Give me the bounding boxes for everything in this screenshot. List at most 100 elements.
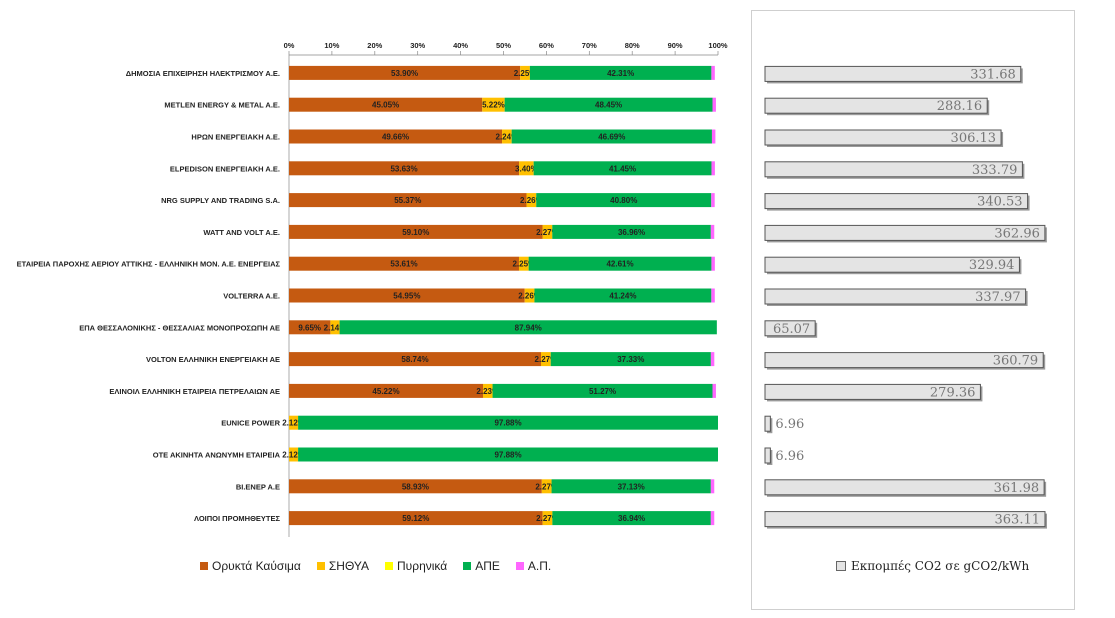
legend-item-ap: Α.Π. bbox=[515, 559, 552, 573]
co2-panel: 331.68 288.16 306.13 333.79 340.53 362.96 329.… bbox=[751, 10, 1075, 610]
data-label: 53.61% bbox=[390, 260, 417, 269]
bar-segment bbox=[540, 352, 551, 367]
co2-bar bbox=[764, 97, 988, 114]
co2-bar bbox=[764, 479, 1045, 496]
bar-segment bbox=[710, 224, 715, 239]
bar-segment bbox=[289, 97, 483, 112]
data-label: 45.05% bbox=[372, 101, 399, 110]
bar-segment bbox=[289, 288, 525, 303]
bar-segment bbox=[289, 129, 503, 144]
data-label: 58.93% bbox=[402, 482, 429, 491]
data-label: 2.26% bbox=[518, 292, 541, 301]
data-label: 87.94% bbox=[515, 323, 542, 332]
bar-segment bbox=[289, 320, 331, 335]
bar-segment bbox=[520, 65, 530, 80]
data-label: 37.33% bbox=[617, 355, 644, 364]
data-label: 42.61% bbox=[606, 260, 633, 269]
legend-swatch bbox=[836, 561, 846, 571]
bar-segment bbox=[289, 161, 520, 176]
legend-label: Ορυκτά Καύσιμα bbox=[212, 559, 301, 573]
data-label: 48.45% bbox=[595, 101, 622, 110]
data-label: 2.25% bbox=[514, 69, 537, 78]
co2-value-label: 279.36 bbox=[930, 385, 976, 400]
bar-segment bbox=[533, 161, 712, 176]
bar-segment bbox=[289, 224, 543, 239]
bar-segment bbox=[289, 352, 541, 367]
x-tick-label: 30% bbox=[410, 41, 425, 50]
co2-value-label: 6.96 bbox=[775, 417, 804, 432]
category-label: ΟΤΕ ΑΚΙΝΗΤΑ ΑΝΩΝΥΜΗ ΕΤΑΙΡΕΙΑ bbox=[153, 451, 281, 460]
category-label: BI.ENEP A.E bbox=[236, 482, 280, 491]
bar-segment bbox=[529, 65, 712, 80]
legend-item-fossil: Ορυκτά Καύσιμα bbox=[200, 559, 301, 573]
bar-segment bbox=[712, 383, 716, 398]
data-label: 2.12% bbox=[282, 451, 305, 460]
bar-segment bbox=[711, 193, 715, 208]
data-label: 9.65% bbox=[298, 323, 321, 332]
bar-segment bbox=[504, 97, 713, 112]
co2-value-label: 306.13 bbox=[951, 131, 997, 146]
co2-legend: Εκπομπές CO2 σε gCO2/kWh bbox=[836, 559, 1029, 573]
category-label: ELPEDISON ΕΝΕΡΓΕΙΑΚΗ Α.Ε. bbox=[170, 164, 280, 173]
co2-value-label: 340.53 bbox=[977, 195, 1023, 210]
x-tick-label: 0% bbox=[284, 41, 295, 50]
bar-segment bbox=[339, 320, 717, 335]
co2-bar bbox=[764, 352, 1044, 369]
data-label: 2.25% bbox=[512, 260, 535, 269]
bar-segment bbox=[536, 193, 712, 208]
data-label: 51.27% bbox=[589, 387, 616, 396]
co2-value-label: 329.94 bbox=[969, 258, 1015, 273]
x-tick-label: 10% bbox=[324, 41, 339, 50]
legend-label: Εκπομπές CO2 σε gCO2/kWh bbox=[851, 559, 1030, 573]
data-label: 53.63% bbox=[390, 164, 417, 173]
bar-segment bbox=[330, 320, 340, 335]
bar-segment bbox=[289, 447, 299, 462]
co2-value-label: 360.79 bbox=[993, 354, 1038, 369]
category-label: ΛΟΙΠΟΙ ΠΡΟΜΗΘΕΥΤΕΣ bbox=[194, 514, 280, 523]
bar-segment bbox=[711, 256, 715, 271]
data-label: 41.24% bbox=[609, 292, 636, 301]
data-label: 46.69% bbox=[598, 133, 625, 142]
co2-bar bbox=[764, 288, 1027, 305]
bar-segment bbox=[289, 511, 543, 526]
co2-value-label: 65.07 bbox=[773, 322, 810, 337]
co2-value-label: 362.96 bbox=[994, 226, 1039, 241]
data-label: 2.24% bbox=[496, 133, 519, 142]
data-label: 36.94% bbox=[618, 514, 645, 523]
co2-bar bbox=[764, 383, 981, 400]
bar-segment bbox=[552, 511, 711, 526]
bar-segment bbox=[482, 97, 505, 112]
bar-segment bbox=[551, 479, 711, 494]
legend-label: Α.Π. bbox=[527, 559, 552, 573]
legend-swatch bbox=[316, 562, 325, 570]
x-tick-label: 90% bbox=[668, 41, 683, 50]
bar-segment bbox=[482, 383, 493, 398]
category-label: NRG SUPPLY AND TRADING S.A. bbox=[161, 196, 280, 205]
bar-segment bbox=[518, 256, 529, 271]
co2-bar bbox=[764, 447, 771, 464]
legend: Ορυκτά Καύσιμα ΣΗΘΥΑ Πυρηνικά ΑΠΕ Α.Π. bbox=[200, 559, 551, 573]
data-label: 41.45% bbox=[609, 164, 636, 173]
legend-swatch bbox=[463, 562, 472, 570]
category-label: WATT AND VOLT A.E. bbox=[203, 228, 280, 237]
legend-label: ΣΗΘΥΑ bbox=[328, 559, 370, 573]
category-label: EUNICE POWER bbox=[221, 419, 280, 428]
bar-segment bbox=[289, 65, 521, 80]
data-label: 2.27% bbox=[535, 482, 558, 491]
bar-segment bbox=[712, 97, 716, 112]
legend-swatch bbox=[515, 562, 524, 570]
co2-bar bbox=[764, 193, 1029, 210]
data-label: 37.13% bbox=[618, 482, 645, 491]
bar-segment bbox=[710, 511, 715, 526]
x-tick-label: 40% bbox=[453, 41, 468, 50]
data-label: 36.96% bbox=[618, 228, 645, 237]
bar-segment bbox=[298, 415, 718, 430]
category-label: ΕΤΑΙΡΕΙΑ ΠΑΡΟΧΗΣ ΑΕΡΙΟΥ ΑΤΤΙΚΗΣ - ΕΛΛΗΝΙ… bbox=[17, 260, 281, 269]
bar-segment bbox=[511, 129, 712, 144]
bar-segment bbox=[711, 65, 715, 80]
bar-segment bbox=[289, 415, 299, 430]
co2-bar bbox=[764, 224, 1046, 241]
bar-segment bbox=[289, 383, 483, 398]
co2-value-label: 333.79 bbox=[972, 163, 1018, 178]
legend-label: ΑΠΕ bbox=[475, 559, 500, 573]
